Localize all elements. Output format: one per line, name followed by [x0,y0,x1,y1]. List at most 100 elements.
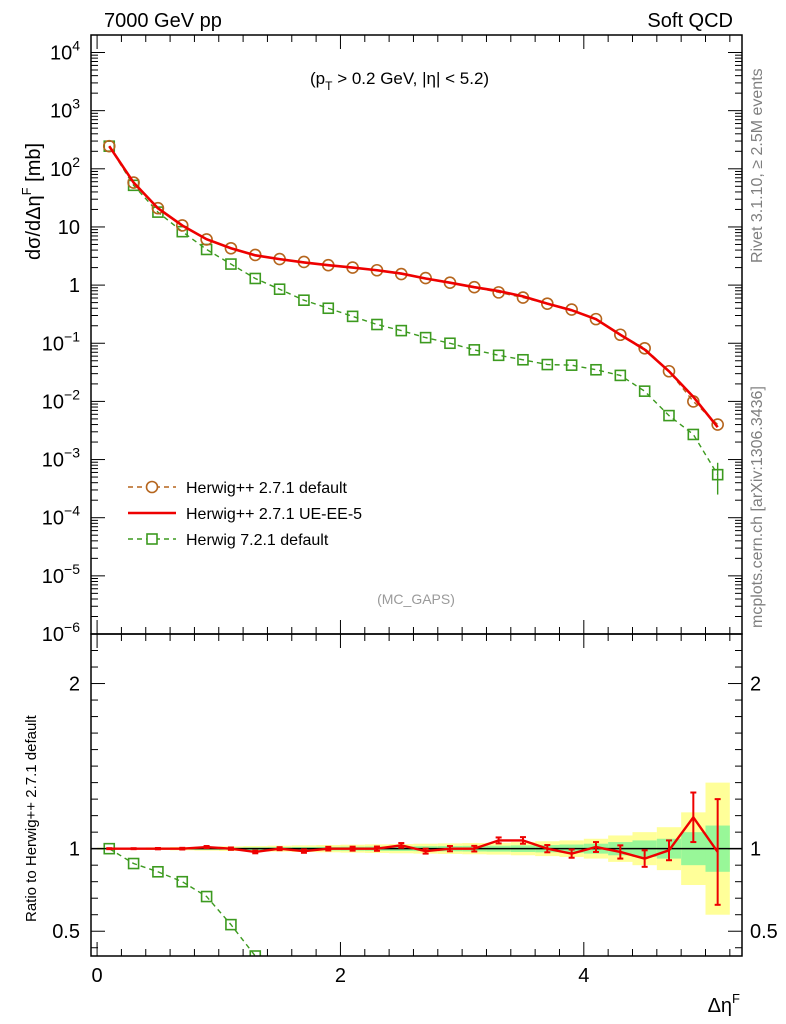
process-title: Soft QCD [647,10,733,32]
ratio-point-square [299,981,309,991]
ratio-point-square [396,992,406,1002]
data-point-square [517,353,529,366]
data-point-square [249,272,262,285]
data-point-square [590,363,602,376]
y-tick-label: 10−2 [42,386,80,413]
data-point-square [322,302,335,315]
ratio-point-square [200,890,213,903]
ratio-frame [90,633,743,957]
data-point-square [273,283,286,296]
ratio-line-ueee5 [109,815,719,860]
x-tick-label: 0 [92,965,103,987]
data-point-circle [175,219,189,232]
data-point-square [541,358,554,371]
y-tick-label: 1 [69,275,80,297]
ratio-y-tick-label: 2 [69,674,80,696]
ratio-y-tick-label: 0.5 [52,921,80,943]
data-point-circle [711,418,724,431]
data-point-square [468,344,481,356]
ratio-point-square [152,865,164,878]
legend-label: Herwig++ 2.7.1 UE-EE-5 [186,506,362,523]
ratio-panel [91,782,742,1005]
energy-title: 7000 GeV pp [104,10,222,32]
y-tick-label: 103 [50,96,80,123]
y-tick-label: 10−1 [42,328,80,355]
data-point-square [371,318,383,331]
ratio-point-square [348,986,358,996]
data-point-circle [541,297,554,310]
data-point-circle [224,241,238,255]
data-point-square [346,310,359,323]
ratio-y-tick-label-right: 0.5 [750,921,778,943]
main-series-group [102,139,724,495]
ratio-y-tick-label: 1 [69,839,80,861]
ratio-point-square [127,857,140,870]
data-point-square [225,258,237,270]
ratio-point-square [688,964,698,974]
data-point-square [638,385,651,397]
ratio-point-square [542,994,552,1004]
legend-marker-square [146,533,158,545]
ratio-point-square [567,991,577,1001]
ratio-y-axis-title: Ratio to Herwig++ 2.7.1 default [23,714,40,922]
analysis-tag: (MC_GAPS) [377,591,455,607]
x-tick-label: 2 [335,965,346,987]
legend-marker-circle [145,480,159,494]
data-point-square [419,331,432,344]
y-tick-label: 104 [50,38,80,65]
data-point-circle [127,176,140,189]
y-tick-label: 10−6 [42,619,80,646]
y-tick-label: 102 [50,154,80,181]
series-line-1 [108,145,719,429]
ratio-y-tick-label-right: 2 [750,674,761,696]
data-point-square [395,324,408,337]
data-point-circle [200,233,213,246]
ratio-point-square [372,989,382,999]
data-point-circle [589,312,603,326]
ratio-point-square [615,976,625,986]
legend-label: Herwig 7.2.1 default [186,532,329,549]
rivet-version-label: Rivet 3.1.10, ≥ 2.5M events [749,68,766,263]
ratio-line-herwig721 [108,848,257,956]
y-tick-label: 10 [58,217,80,239]
legend-label: Herwig++ 2.7.1 default [186,480,348,497]
ratio-point-square [225,918,237,931]
data-point-circle [638,341,651,355]
ratio-point-square [469,995,479,1005]
data-point-square [565,359,578,371]
ratio-point-square [640,979,650,989]
ratio-point-square [421,993,431,1003]
ratio-series-group [103,791,721,1005]
main-y-axis-title: dσ/dΔηF [mb] [19,143,45,260]
ratio-point-square [518,995,528,1005]
y-tick-label: 10−3 [42,445,80,472]
ratio-point-square [176,875,189,888]
y-tick-label: 10−5 [42,561,80,588]
data-point-square [444,337,456,350]
series-line-0 [108,145,719,426]
x-axis-title: ΔηF [708,991,740,1017]
ratio-point-square [494,995,504,1005]
data-point-circle [151,201,165,215]
mcplots-label: mcplots.cern.ch [arXiv:1306.3436] [749,386,766,628]
ratio-point-square [275,972,285,982]
data-point-square [298,294,310,307]
main-panel [102,139,724,495]
ratio-y-tick-label-right: 1 [750,839,761,861]
data-point-square [200,243,213,256]
data-point-square [492,349,505,362]
data-point-square [663,409,675,422]
data-point-circle [614,328,627,342]
ratio-point-square [249,950,262,956]
ratio-point-square [323,979,333,989]
data-point-circle [102,139,116,153]
series-line-2 [108,145,719,476]
data-point-square [614,369,627,382]
ratio-point-square [591,987,601,997]
data-point-square [687,428,700,441]
y-tick-label: 10−4 [42,503,80,530]
ratio-point-square [445,994,455,1004]
cut-label: (pT > 0.2 GeV, |η| < 5.2) [310,69,489,93]
ratio-point-square [664,981,674,991]
